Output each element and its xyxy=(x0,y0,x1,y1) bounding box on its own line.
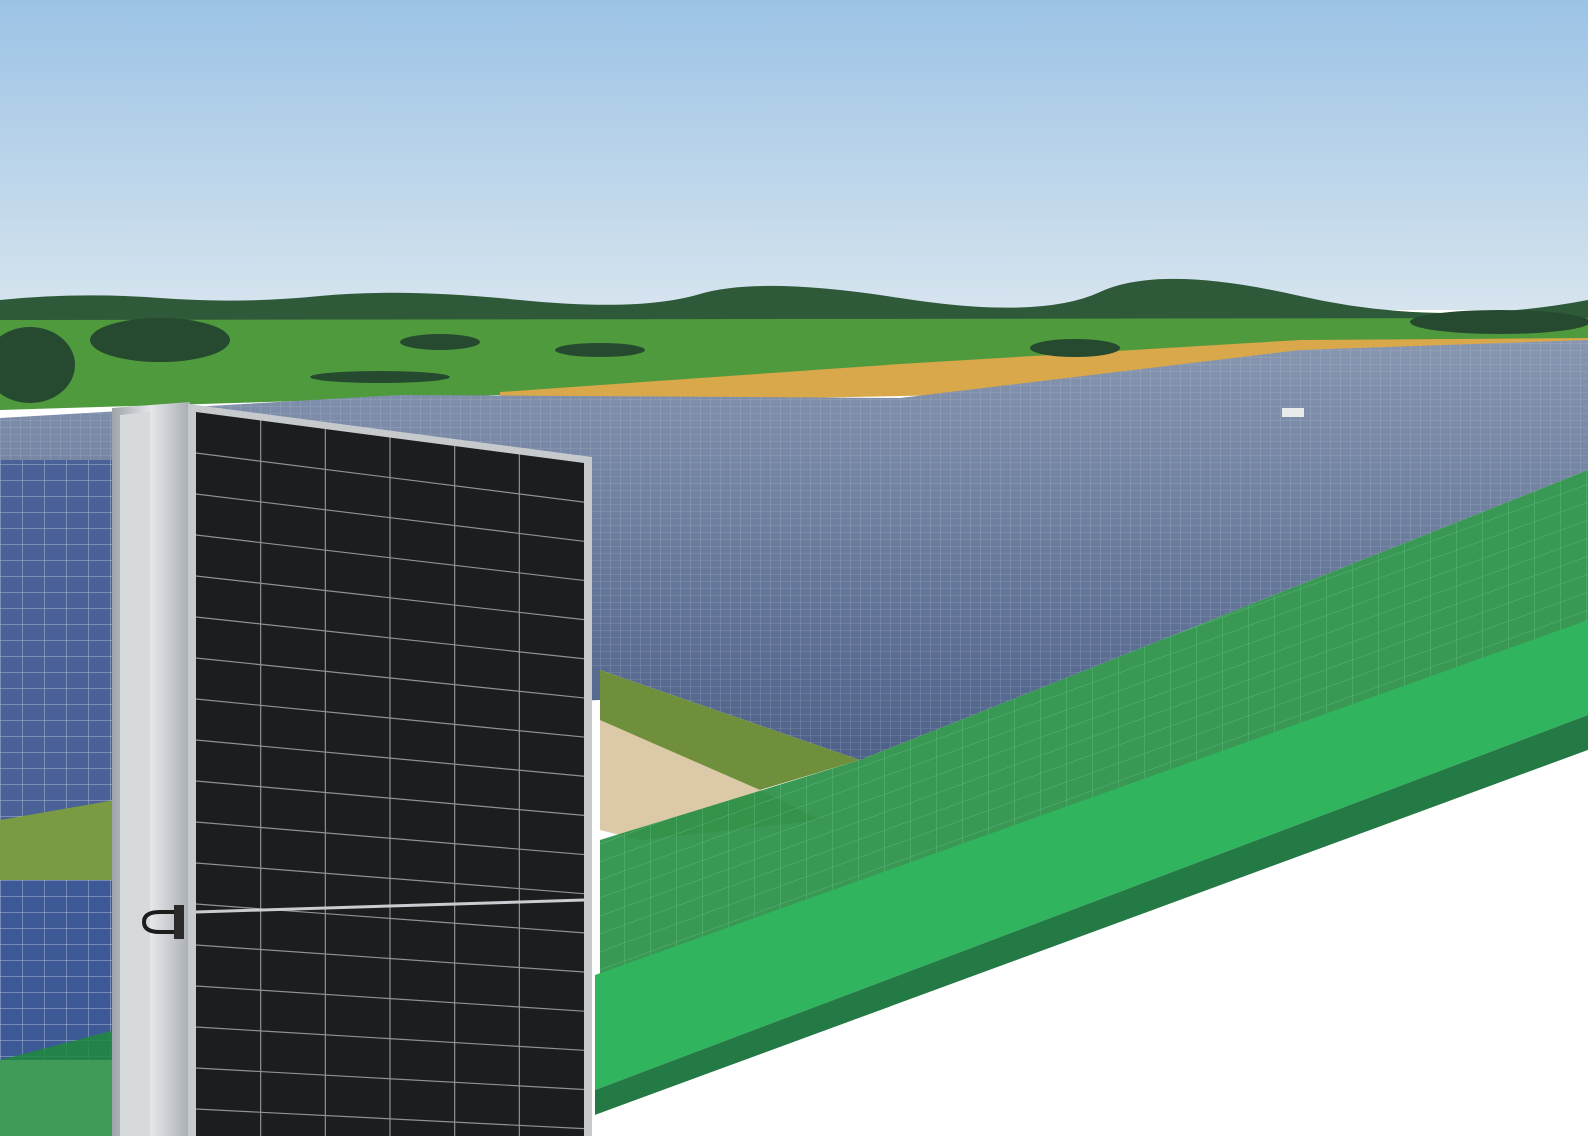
module-grid-row xyxy=(195,493,585,542)
module-grid-row xyxy=(195,616,585,660)
module-center-divider xyxy=(195,898,585,914)
module-grid-row xyxy=(195,944,585,973)
module-cell-grid xyxy=(195,420,585,1136)
module-grid-row xyxy=(195,862,585,895)
module-grid-row xyxy=(195,452,585,503)
module-grid-row xyxy=(195,534,585,582)
module-grid-row xyxy=(195,1108,585,1130)
grass-strip xyxy=(600,670,860,790)
module-grid-row xyxy=(195,1026,585,1051)
module-grid-row xyxy=(195,575,585,621)
module-grid-row xyxy=(195,739,585,777)
module-grid-row xyxy=(195,1067,585,1091)
meadow xyxy=(0,318,1588,410)
solar-module-product xyxy=(112,402,592,1136)
brand-green-stripe xyxy=(595,620,1588,1090)
left-grass xyxy=(0,800,115,890)
tree-clusters xyxy=(0,310,1588,403)
treeline xyxy=(0,278,1588,330)
module-grid-row xyxy=(195,821,585,856)
white-area xyxy=(595,750,1588,1136)
brand-green-stripe-shadow xyxy=(595,715,1588,1115)
module-grid-row xyxy=(195,698,585,738)
module-grid-row xyxy=(195,985,585,1012)
module-grid-row xyxy=(195,780,585,816)
green-overlay-left xyxy=(0,1030,115,1136)
module-grid-row xyxy=(195,657,585,699)
inverter-station xyxy=(1282,408,1304,417)
cable-connector-icon xyxy=(141,910,180,934)
sky xyxy=(0,0,1588,310)
